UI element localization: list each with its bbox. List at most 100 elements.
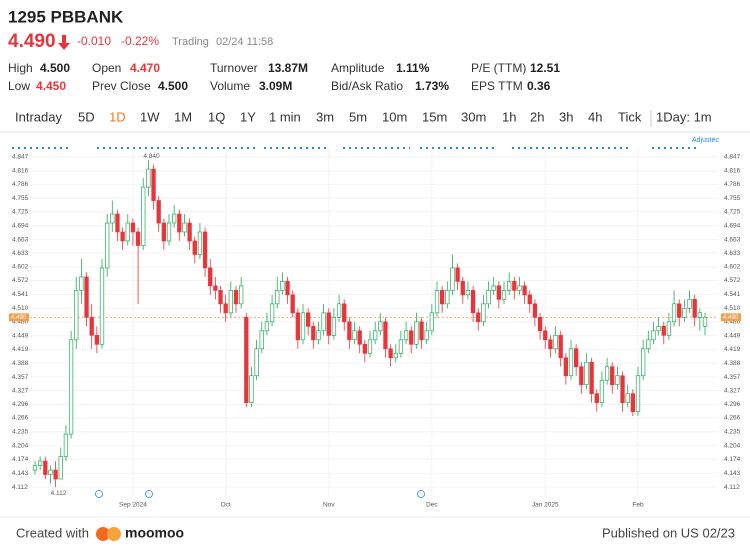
tab[interactable]: 3h [559, 109, 573, 124]
y-tick-label: 4.449 [12, 332, 29, 339]
stat-label: Turnover [210, 61, 258, 75]
stat-label: P/E (TTM) [471, 61, 526, 75]
logo-dot [96, 527, 110, 541]
candle-body [692, 299, 697, 318]
y-tick-label: 4.663 [12, 236, 29, 243]
candle-body [151, 168, 156, 201]
candle-body [218, 290, 223, 305]
candle-body [63, 433, 69, 457]
candle-body [182, 222, 187, 233]
footer-created: Created with [16, 525, 89, 540]
stat-value: 1.11% [396, 61, 430, 75]
y-tick-label-right: 4.633 [724, 250, 741, 257]
candle-body [594, 393, 599, 404]
last-price-tag [9, 313, 29, 322]
y-tick-label: 4.725 [12, 208, 29, 215]
y-tick-label: 4.633 [12, 250, 29, 257]
candle-body [424, 330, 429, 341]
candle-body [321, 312, 326, 332]
candle-body [666, 321, 672, 336]
y-tick-label: 4.755 [12, 195, 29, 202]
stat-value: 4.450 [36, 79, 66, 93]
tab[interactable]: 5m [349, 109, 367, 124]
down-arrow [58, 35, 70, 50]
symbol: 1295 PBBANK [8, 7, 124, 26]
candle-body [445, 290, 450, 305]
candle-body [141, 186, 146, 246]
candle-body [68, 339, 74, 435]
candle-body [646, 339, 651, 350]
candle-body [548, 339, 553, 350]
tab[interactable]: 4h [588, 109, 602, 124]
tab[interactable]: 5D [78, 109, 95, 124]
candle-body [687, 299, 692, 309]
tab[interactable]: 1 min [269, 109, 301, 124]
adjust-label[interactable]: Adjustec [692, 137, 719, 144]
tab[interactable]: 10m [382, 109, 407, 124]
candle-body [610, 366, 615, 386]
tab[interactable]: 1M [174, 109, 192, 124]
tab[interactable]: 1Q [208, 109, 225, 124]
y-tick-label-right: 4.572 [724, 277, 741, 284]
candle-body [574, 348, 579, 368]
stat-label: Low [8, 79, 30, 93]
candle-body [465, 290, 471, 296]
candle-body [295, 312, 300, 341]
candle-body [48, 469, 53, 475]
stat-value: 12.51 [530, 61, 560, 75]
event-icons [95, 490, 425, 498]
candle-body [651, 330, 656, 341]
tab[interactable]: 30m [461, 109, 486, 124]
status: Trading [172, 36, 209, 48]
candle-body [161, 222, 166, 242]
candle-body [326, 312, 331, 336]
candle-body [233, 290, 239, 305]
candle-body [259, 330, 264, 350]
tab[interactable]: 1Day: 1m [656, 109, 712, 124]
candle-body [470, 290, 476, 314]
candle-body [115, 213, 120, 233]
candle-body [89, 316, 94, 336]
candle-body [43, 460, 48, 475]
candle-body [620, 375, 625, 404]
tab[interactable]: 1D [109, 109, 126, 124]
y-tick-label: 4.510 [12, 305, 29, 312]
tab[interactable]: 1Y [240, 109, 256, 124]
candle-body [135, 231, 141, 246]
y-tick-label-right: 4.143 [724, 470, 741, 477]
candle-body [512, 281, 517, 291]
candle-body [398, 339, 404, 354]
candle-body [172, 213, 177, 224]
tab[interactable]: 1W [140, 109, 160, 124]
candle-body [450, 267, 455, 291]
candle-body [94, 334, 99, 345]
candle-body [558, 334, 563, 359]
y-tick-label-right: 4.419 [724, 346, 741, 353]
stat-value: 13.87M [268, 61, 308, 75]
tab[interactable]: 1h [502, 109, 516, 124]
tab[interactable]: Intraday [15, 109, 62, 124]
tab[interactable]: 15m [422, 109, 447, 124]
y-tick-label: 4.572 [12, 277, 29, 284]
candle-body [697, 312, 702, 318]
candle-body [244, 316, 249, 404]
candle-body [414, 321, 419, 345]
footer-brand: moomoo [125, 525, 184, 541]
candle-body [192, 240, 197, 255]
stat-label: Amplitude [331, 61, 385, 75]
tab[interactable]: 2h [530, 109, 544, 124]
candle-body [460, 281, 465, 296]
extreme-label: 4.840 [143, 153, 160, 160]
y-tick-label-right: 4.357 [724, 374, 741, 381]
candle-body [125, 222, 130, 242]
y-tick-label: 4.327 [12, 387, 29, 394]
candle-body [177, 213, 182, 233]
candle-body [249, 375, 254, 404]
tab[interactable]: 3m [316, 109, 334, 124]
candle-body [254, 348, 259, 377]
tab[interactable]: Tick [618, 109, 642, 124]
candle-body [99, 267, 105, 345]
last-price-label-right: 4.490 [723, 315, 739, 321]
candle-body [682, 308, 687, 318]
